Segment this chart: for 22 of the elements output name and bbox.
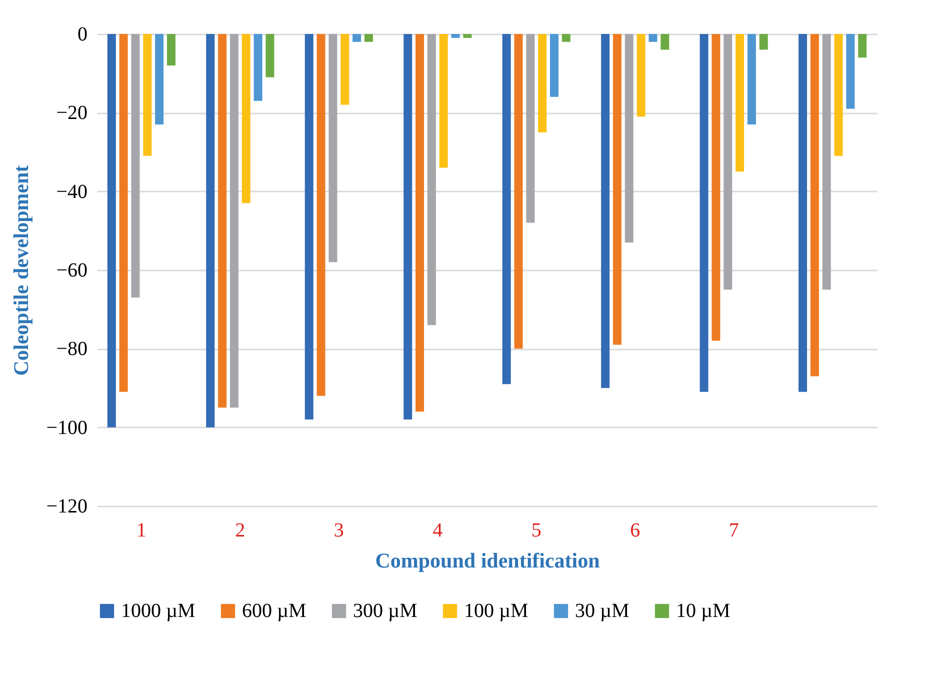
legend-label: 600 µM	[242, 600, 307, 622]
y-tick-label: −100	[46, 416, 88, 439]
legend-label: 1000 µM	[121, 600, 196, 622]
legend-label: 30 µM	[575, 600, 630, 622]
y-axis-title: Coleoptile development	[9, 165, 34, 376]
x-tick-label: 2	[235, 520, 246, 542]
y-tick-label: 0	[78, 24, 88, 46]
y-tick-label: −20	[56, 102, 88, 124]
x-tick-label: 1	[136, 520, 146, 542]
y-tick-label: −40	[56, 180, 88, 203]
x-tick-label: 5	[531, 520, 542, 542]
x-tick-label: 3	[334, 520, 344, 542]
x-axis-title: Compound identification	[375, 548, 600, 572]
legend-label: 300 µM	[353, 600, 418, 622]
x-tick-label: 7	[728, 520, 739, 542]
y-tick-label: −120	[46, 496, 88, 518]
x-tick-label: 4	[432, 520, 443, 542]
legend-label: 10 µM	[676, 600, 731, 622]
y-tick-label: −60	[56, 260, 88, 282]
legend-label: 100 µM	[464, 600, 529, 622]
y-tick-label: −80	[56, 338, 88, 360]
x-tick-label: 6	[630, 520, 640, 542]
